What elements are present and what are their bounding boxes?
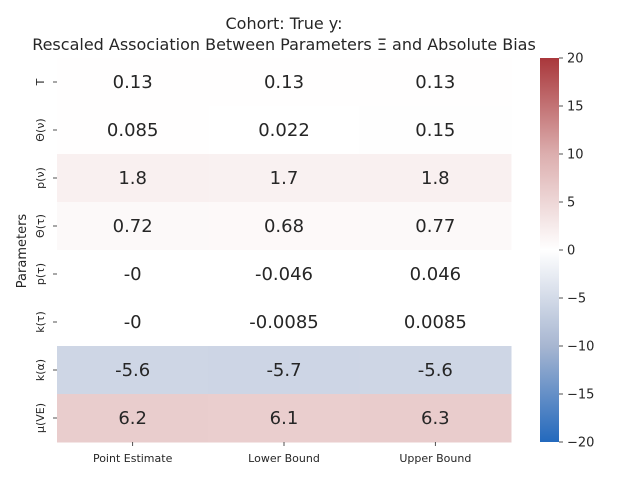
- heatmap-cell: [57, 346, 209, 395]
- heatmap-cell: [208, 58, 361, 107]
- heatmap-cell: [359, 298, 512, 347]
- column-labels: Point Estimate Lower Bound Upper Bound: [93, 442, 471, 465]
- heatmap-cell: [359, 346, 512, 395]
- row-label: T: [34, 78, 47, 86]
- row-label: k(α): [34, 359, 47, 381]
- heatmap-cells: 0.13 0.13 0.13 0.085 0.022 0.15 1.8 1.7 1.8 0.72 0…: [57, 58, 512, 443]
- column-label: Point Estimate: [93, 452, 173, 465]
- cell-value-label: 6.1: [270, 408, 299, 429]
- heatmap-cell: [359, 154, 512, 203]
- heatmap-cell: [359, 250, 512, 299]
- cell-value-label: -5.6: [115, 360, 150, 381]
- cell-value-label: 1.8: [118, 168, 147, 189]
- cell-value-label: 0.046: [410, 264, 462, 285]
- cell-value-label: 0.085: [107, 120, 159, 141]
- cell-value-label: 6.2: [118, 408, 147, 429]
- colorbar-tick-label: −5: [567, 292, 586, 307]
- cell-value-label: -5.7: [266, 360, 301, 381]
- cell-value-label: 1.7: [270, 168, 299, 189]
- cell-value-label: 6.3: [421, 408, 450, 429]
- heatmap-cell: [208, 154, 361, 203]
- cell-value-label: 0.0085: [404, 312, 467, 333]
- cell-value-label: 0.13: [415, 72, 455, 93]
- heatmap-cell: [57, 154, 209, 203]
- heatmap-cell: [208, 298, 361, 347]
- row-label: μ(VE): [34, 403, 47, 433]
- cell-value-label: 0.68: [264, 216, 304, 237]
- colorbar-tick-label: 20: [567, 52, 584, 67]
- colorbar: [540, 58, 559, 442]
- heatmap-cell: [359, 394, 512, 443]
- y-axis-label: Parameters: [15, 214, 30, 289]
- colorbar-tick-label: 15: [567, 100, 584, 115]
- column-label: Lower Bound: [248, 452, 320, 465]
- cell-value-label: -0: [124, 264, 142, 285]
- heatmap-cell: [208, 202, 361, 251]
- cell-value-label: -0: [124, 312, 142, 333]
- row-label: Θ(τ): [34, 214, 47, 238]
- colorbar-tick-label: −20: [567, 436, 594, 451]
- heatmap-cell: [208, 106, 361, 155]
- colorbar-ticks: 20 15 10 5 0 −5 −10 −15 −20: [559, 52, 594, 451]
- cell-value-label: 0.022: [258, 120, 310, 141]
- row-label: p(τ): [34, 263, 47, 285]
- colorbar-tick-label: 5: [567, 196, 575, 211]
- heatmap-cell: [57, 298, 209, 347]
- heatmap-cell: [359, 202, 512, 251]
- colorbar-tick-label: 0: [567, 244, 575, 259]
- cell-value-label: 0.13: [264, 72, 304, 93]
- colorbar-tick-label: −15: [567, 388, 594, 403]
- heatmap-cell: [208, 346, 361, 395]
- cell-value-label: -0.0085: [249, 312, 318, 333]
- heatmap-cell: [208, 394, 361, 443]
- cell-value-label: 0.72: [113, 216, 153, 237]
- chart-title-line1: Cohort: True y:: [226, 14, 343, 33]
- heatmap-cell: [359, 106, 512, 155]
- colorbar-tick-label: 10: [567, 148, 584, 163]
- cell-value-label: 0.15: [415, 120, 455, 141]
- cell-value-label: 0.77: [415, 216, 455, 237]
- column-label: Upper Bound: [399, 452, 471, 465]
- heatmap-cell: [57, 394, 209, 443]
- colorbar-tick-label: −10: [567, 340, 594, 355]
- cell-value-label: -0.046: [255, 264, 313, 285]
- heatmap-cell: [57, 202, 209, 251]
- heatmap-cell: [57, 106, 209, 155]
- cell-value-label: 1.8: [421, 168, 450, 189]
- row-label: k(τ): [34, 311, 47, 333]
- row-label: Θ(ν): [34, 118, 47, 141]
- heatmap-cell: [359, 58, 512, 107]
- row-label: p(ν): [34, 167, 47, 189]
- cell-value-label: -5.6: [418, 360, 453, 381]
- heatmap-cell: [57, 58, 209, 107]
- cell-value-label: 0.13: [113, 72, 153, 93]
- row-labels: T Θ(ν) p(ν) Θ(τ) p(τ) k(τ) k(α) μ(VE): [34, 78, 57, 433]
- heatmap-cell: [208, 250, 361, 299]
- chart-title-line2: Rescaled Association Between Parameters …: [32, 35, 536, 54]
- heatmap-cell: [57, 250, 209, 299]
